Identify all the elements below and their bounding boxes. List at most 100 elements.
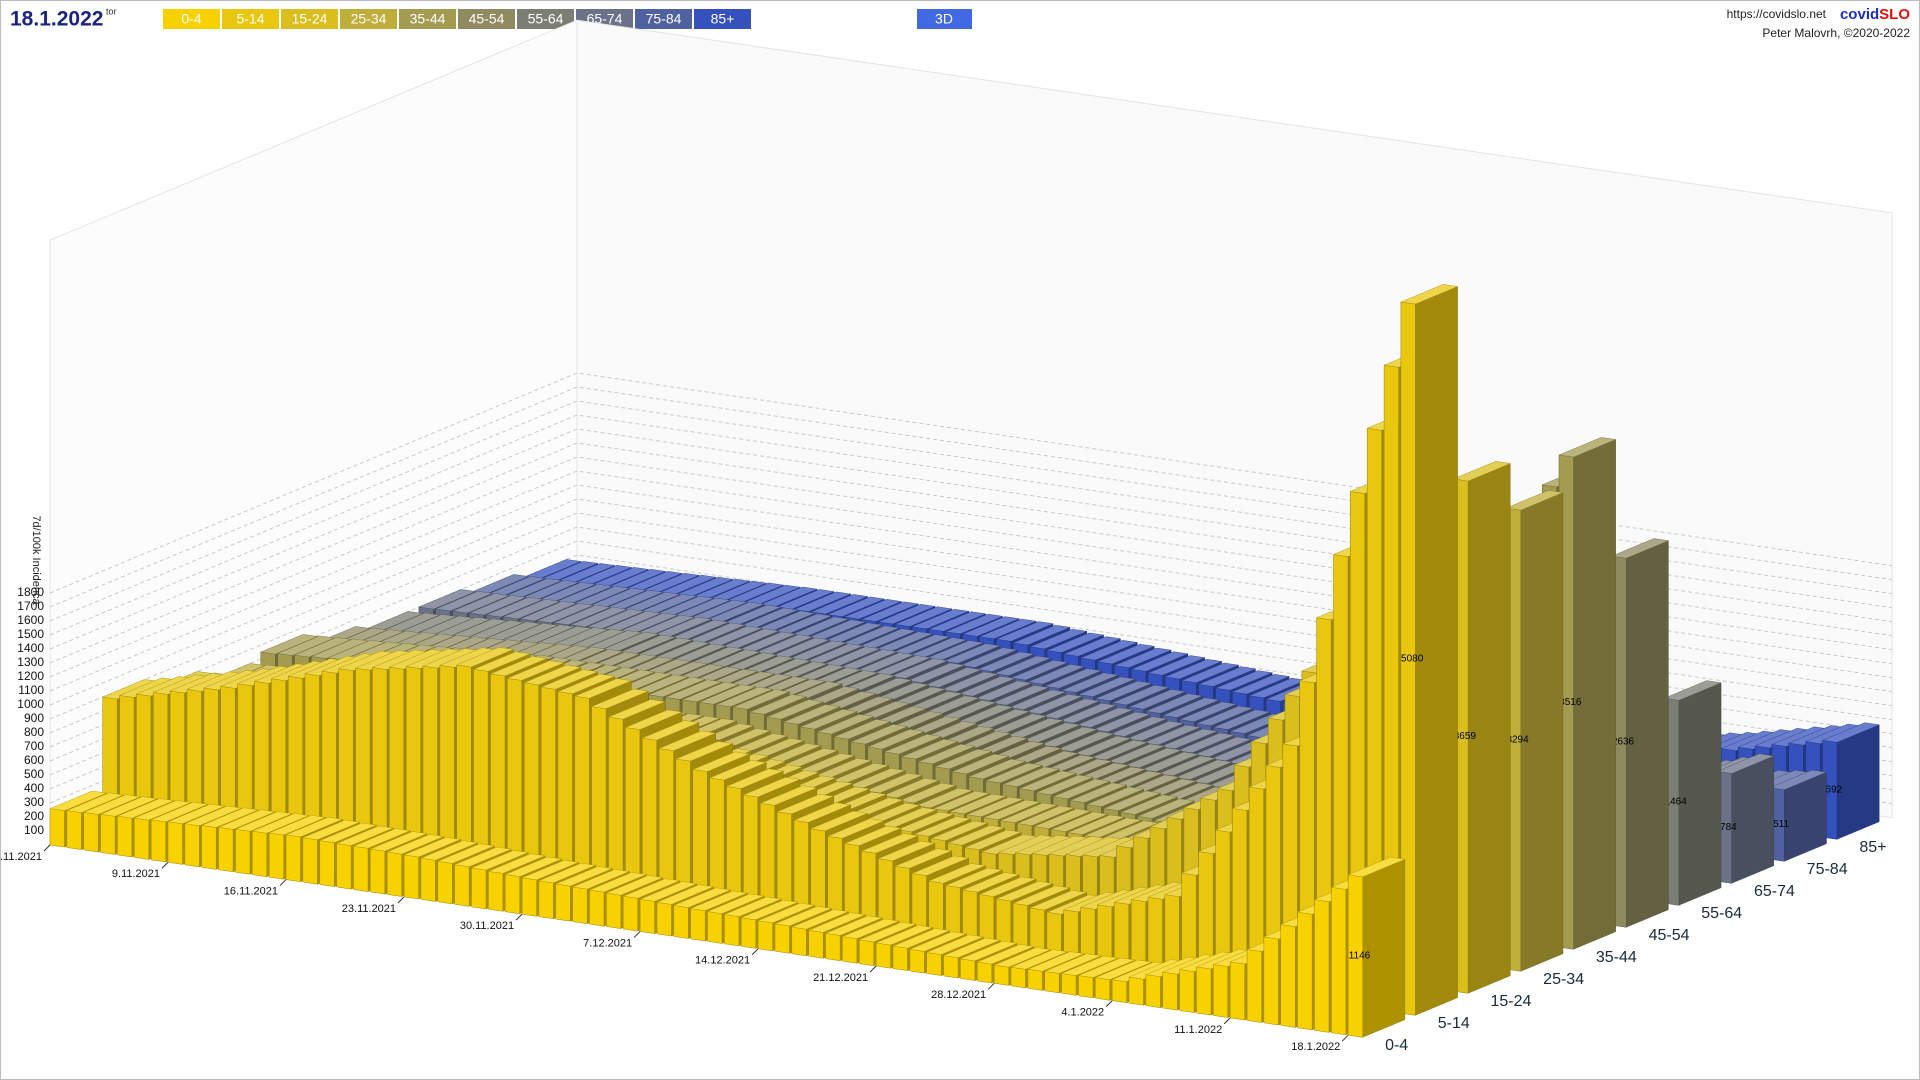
bar-top (472, 651, 532, 672)
y-tick-label: 700 (24, 739, 44, 753)
mode-button[interactable]: 3D (917, 9, 972, 29)
bar-top (200, 807, 260, 828)
legend-label[interactable]: 15-24 (292, 11, 328, 27)
bar-top (765, 699, 825, 720)
bar-top (285, 816, 344, 838)
bar-top (1077, 676, 1136, 697)
legend-item[interactable]: 5-14 (222, 9, 279, 29)
bar-top (664, 679, 723, 700)
y-tick-label: 300 (24, 795, 44, 809)
mode-button-label[interactable]: 3D (935, 11, 953, 27)
bar (538, 880, 554, 920)
bar-top (489, 656, 548, 677)
bar-top (925, 934, 985, 955)
x-tick-label: 18.1.2022 (1291, 1041, 1340, 1053)
legend-label[interactable]: 85+ (711, 11, 735, 27)
legend-item[interactable]: 45-54 (458, 9, 515, 29)
bar-top (1103, 790, 1162, 811)
bar-top (959, 940, 1018, 962)
bar-top (456, 647, 515, 668)
bar-top (978, 876, 1037, 897)
bar-top (776, 793, 835, 815)
y-tick-label: 1700 (17, 599, 44, 613)
x-tick (1223, 1017, 1231, 1025)
legend-item[interactable]: 85+ (694, 9, 751, 29)
bar-top (1716, 753, 1775, 774)
legend-swatch[interactable] (281, 9, 338, 29)
bar-top (877, 604, 936, 625)
bar (319, 840, 335, 887)
bar (757, 920, 773, 952)
legend-swatch[interactable] (635, 9, 692, 29)
bar-top (1096, 643, 1155, 665)
bar-top (913, 816, 972, 837)
legend-label[interactable]: 0-4 (181, 11, 201, 27)
bar (774, 923, 790, 954)
row-label: 0-4 (1385, 1037, 1408, 1054)
bar-top (658, 730, 717, 751)
x-tick-label: 30.11.2021 (460, 920, 514, 932)
legend-item[interactable]: 55-64 (517, 9, 574, 29)
legend-swatch[interactable] (694, 9, 751, 29)
legend-label[interactable]: 55-64 (528, 11, 564, 27)
bar (1229, 961, 1245, 1021)
bar (741, 917, 757, 949)
bar-top (1010, 949, 1069, 970)
legend-swatch[interactable] (399, 9, 456, 29)
legend-label[interactable]: 75-84 (646, 11, 682, 27)
bar (117, 815, 133, 858)
bar (555, 883, 571, 922)
legend-item[interactable]: 75-84 (635, 9, 692, 29)
bar-top (1231, 674, 1290, 695)
bar (1280, 924, 1296, 1028)
bar (1246, 949, 1262, 1023)
bar-top (759, 785, 818, 806)
legend-swatch[interactable] (222, 9, 279, 29)
bar-top (133, 800, 192, 821)
bar-top (978, 618, 1037, 640)
bar-top (1195, 705, 1254, 726)
bar-top (1130, 651, 1189, 672)
data-label: 3516 (1559, 697, 1582, 708)
bar-top (1010, 660, 1069, 681)
legend-label[interactable]: 25-34 (351, 11, 387, 27)
bar-top (1141, 751, 1200, 773)
url[interactable]: https://covidslo.net (1727, 7, 1827, 21)
bar-top (1016, 805, 1075, 826)
bar-top (1147, 655, 1206, 676)
bar-top (1164, 659, 1223, 680)
bar-top (894, 606, 953, 627)
row-label: 85+ (1859, 839, 1886, 856)
legend-swatch[interactable] (517, 9, 574, 29)
legend-swatch[interactable] (340, 9, 397, 29)
bar-top (1056, 731, 1115, 752)
bar-top (698, 684, 757, 705)
legend-label[interactable]: 5-14 (236, 11, 264, 27)
legend-swatch[interactable] (163, 9, 220, 29)
bar-top (867, 729, 926, 750)
bar-top (917, 743, 976, 765)
bar (1128, 976, 1144, 1006)
x-tick (1341, 1034, 1349, 1042)
mode-button-bg[interactable] (917, 9, 972, 29)
legend-item[interactable]: 25-34 (340, 9, 397, 29)
bar-top (689, 890, 749, 911)
legend-label[interactable]: 45-54 (469, 11, 505, 27)
bar (285, 834, 301, 882)
legend-item[interactable]: 15-24 (281, 9, 338, 29)
bar-top (966, 796, 1025, 818)
bar (622, 895, 638, 932)
legend-label[interactable]: 35-44 (410, 11, 446, 27)
bar-top (959, 647, 1018, 668)
bar-top (843, 825, 902, 846)
row-label: 5-14 (1438, 1015, 1470, 1032)
bar-top (656, 884, 715, 905)
bar (1297, 911, 1313, 1031)
bar-top (915, 787, 974, 809)
bar-top (574, 678, 633, 699)
legend-swatch[interactable] (458, 9, 515, 29)
legend-item[interactable]: 0-4 (163, 9, 220, 29)
legend-item[interactable]: 35-44 (399, 9, 456, 29)
x-tick (515, 913, 523, 921)
row-label: 65-74 (1754, 883, 1795, 900)
